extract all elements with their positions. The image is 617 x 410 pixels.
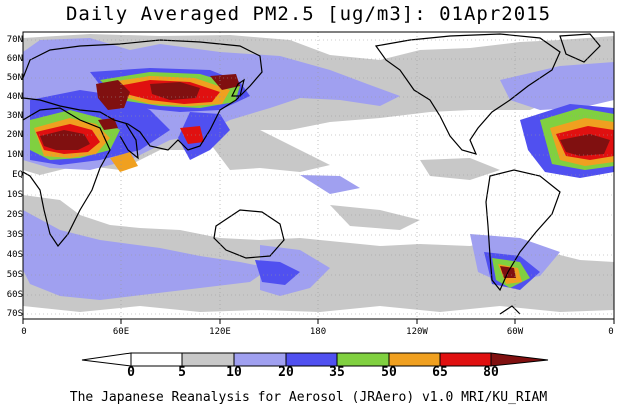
- lon-label: 120E: [209, 327, 231, 337]
- graticule: [23, 32, 614, 319]
- colorbar-label: 10: [226, 365, 242, 380]
- coast-africa: [23, 107, 111, 248]
- lat-label: 60S: [6, 290, 23, 300]
- lon-label: 180: [309, 327, 327, 337]
- colorbar-label: 80: [483, 365, 499, 380]
- lat-label: 40N: [6, 92, 23, 102]
- coast-greenland: [559, 33, 601, 63]
- coast-japan: [231, 78, 245, 97]
- lat-label: 50S: [6, 270, 23, 280]
- lon-label: 0: [21, 327, 27, 337]
- colorbar-label: 50: [381, 365, 397, 380]
- pm25-fields: [23, 34, 614, 312]
- dataset-credit: The Japanese Reanalysis for Aerosol (JRA…: [69, 390, 548, 405]
- lat-label: 70N: [6, 35, 23, 45]
- axis-ticks: [22, 319, 615, 324]
- lat-label: 50N: [6, 73, 23, 83]
- colorbar-label: 65: [432, 365, 448, 380]
- lat-label: 20S: [6, 210, 23, 220]
- lon-label: 60E: [112, 327, 130, 337]
- lat-label: 30N: [6, 111, 23, 121]
- coast-europe-asia: [23, 39, 263, 151]
- coastlines: [23, 33, 601, 315]
- lat-label: 60N: [6, 54, 23, 64]
- lon-label: 60W: [506, 327, 524, 337]
- coast-south-america: [485, 169, 561, 292]
- colorbar-label: 0: [127, 365, 135, 380]
- map-title: Daily Averaged PM2.5 [ug/m3]: 01Apr2015: [65, 3, 552, 25]
- lon-label: 120W: [406, 327, 428, 337]
- colorbar-upper-arrow: [490, 352, 549, 367]
- coast-north-america: [374, 33, 561, 155]
- colorbar-label: 20: [278, 365, 294, 380]
- lat-label: 40S: [6, 250, 23, 260]
- lat-label: 10S: [6, 190, 23, 200]
- lat-label: 70S: [6, 309, 23, 319]
- colorbar-bin-0-5: [130, 352, 183, 367]
- colorbar-lower-arrow: [81, 352, 132, 367]
- colorbar-label: 35: [329, 365, 345, 380]
- lat-label: EQ: [12, 170, 23, 180]
- lat-label: 10N: [6, 150, 23, 160]
- colorbar-label: 5: [178, 365, 186, 380]
- coast-india: [119, 123, 139, 160]
- lat-label: 20N: [6, 130, 23, 140]
- lon-label: 0: [608, 327, 614, 337]
- lat-label: 30S: [6, 230, 23, 240]
- coast-antarctic-peninsula: [499, 305, 521, 315]
